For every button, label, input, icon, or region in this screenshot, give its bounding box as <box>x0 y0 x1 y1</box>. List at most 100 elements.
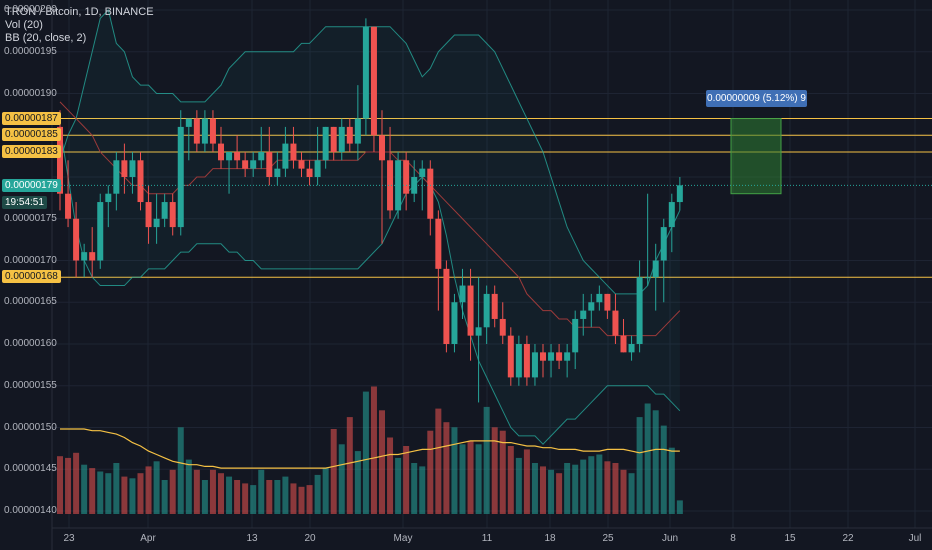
volume-bar <box>467 440 474 514</box>
volume-bar <box>387 437 394 514</box>
volume-bar <box>411 463 418 514</box>
candle-body <box>499 318 506 336</box>
volume-bar <box>628 473 635 514</box>
volume-bar <box>121 476 128 514</box>
volume-bar <box>403 446 410 514</box>
candle-body <box>515 344 522 378</box>
candle-body <box>443 268 450 344</box>
volume-bar <box>612 463 619 514</box>
candle-body <box>201 118 208 144</box>
volume-bar <box>330 429 337 514</box>
volume-bar <box>274 480 281 514</box>
bollinger-lower <box>59 126 681 445</box>
volume-bar <box>218 473 224 514</box>
candle-body <box>153 218 160 228</box>
volume-bar <box>234 480 241 514</box>
time-tick-label: 20 <box>304 533 316 544</box>
measure-box[interactable] <box>730 118 782 195</box>
volume-bar <box>282 476 289 514</box>
candle-body <box>395 160 402 211</box>
price-tick-label: 0.00000190 <box>4 87 57 99</box>
time-tick-label: 18 <box>544 533 556 544</box>
candle-body <box>81 252 88 261</box>
volume-bar <box>379 410 385 514</box>
time-tick-label: 22 <box>842 533 854 544</box>
time-tick-label: Apr <box>140 533 156 544</box>
candle-body <box>596 293 603 303</box>
volume-bar <box>395 457 402 514</box>
candle-body <box>628 344 635 353</box>
volume-bar <box>604 461 611 514</box>
price-tick-label: 0.00000145 <box>4 463 57 475</box>
candle-body <box>475 327 482 336</box>
candle-body <box>306 168 313 177</box>
candle-body <box>556 352 563 361</box>
volume-bar <box>556 473 563 514</box>
candle-body <box>282 143 289 169</box>
candle-body <box>572 318 579 353</box>
volume-bar <box>475 444 482 514</box>
level-price-label: 0.00000183 <box>2 144 61 158</box>
volume-bar <box>73 452 80 514</box>
bollinger-bands <box>59 8 681 445</box>
candle-body <box>266 151 273 177</box>
candle-body <box>451 302 458 344</box>
candle-body <box>676 185 683 203</box>
candle-body <box>218 143 224 161</box>
volume-bar <box>676 500 683 514</box>
bollinger-upper <box>59 8 681 295</box>
candle-body <box>419 168 426 177</box>
price-tick-label: 0.00000140 <box>4 505 57 516</box>
candle-body <box>548 352 555 361</box>
candle-body <box>403 160 410 194</box>
candle-body <box>234 151 241 161</box>
candle-body <box>185 118 192 127</box>
candle-body <box>57 126 63 194</box>
price-tick-label: 0.00000150 <box>4 421 57 433</box>
volume-bar <box>370 386 377 514</box>
candle-body <box>531 352 538 378</box>
volume-bar <box>169 469 176 514</box>
time-tick-label: 23 <box>63 533 75 544</box>
price-tick-label: 0.00000200 <box>4 4 57 15</box>
volume-bar <box>548 469 555 514</box>
volume-bar <box>668 447 675 514</box>
candle-body <box>483 293 490 328</box>
legend-bollinger[interactable]: BB (20, close, 2) <box>5 32 87 44</box>
legend-volume[interactable]: Vol (20) <box>5 19 43 31</box>
candle-body <box>411 177 418 194</box>
candle-body <box>620 335 627 353</box>
candle-body <box>354 118 361 144</box>
volume-bar <box>596 454 603 514</box>
candle-body <box>129 160 136 177</box>
volume-bar <box>226 476 233 514</box>
candle-body <box>105 193 112 203</box>
volume-bar <box>65 457 72 514</box>
candle-body <box>89 252 96 261</box>
candle-body <box>177 126 184 228</box>
time-tick-label: Jun <box>661 533 679 544</box>
legend-title[interactable]: TRON / Bitcoin, 1D, BINANCE <box>5 6 154 18</box>
volume-bar <box>499 430 506 514</box>
price-tick-label: 0.00000175 <box>4 212 57 224</box>
volume-bar <box>145 466 152 514</box>
candle-body <box>209 118 216 144</box>
measure-range <box>730 118 782 195</box>
volume-bar <box>153 461 160 514</box>
volume-bar <box>209 469 216 514</box>
volume-bar <box>97 471 104 514</box>
volume-bars <box>57 386 683 514</box>
volume-bar <box>161 480 168 514</box>
volume-bar <box>588 456 595 514</box>
candle-body <box>250 160 257 169</box>
candle-body <box>73 218 80 261</box>
candle-body <box>370 26 377 136</box>
candle-body <box>612 310 619 336</box>
volume-ma-line <box>60 428 680 469</box>
volume-bar <box>531 463 538 514</box>
volume-bar <box>266 480 273 514</box>
candle-body <box>330 126 337 152</box>
volume-bar <box>491 427 498 514</box>
candle-body <box>338 126 345 152</box>
